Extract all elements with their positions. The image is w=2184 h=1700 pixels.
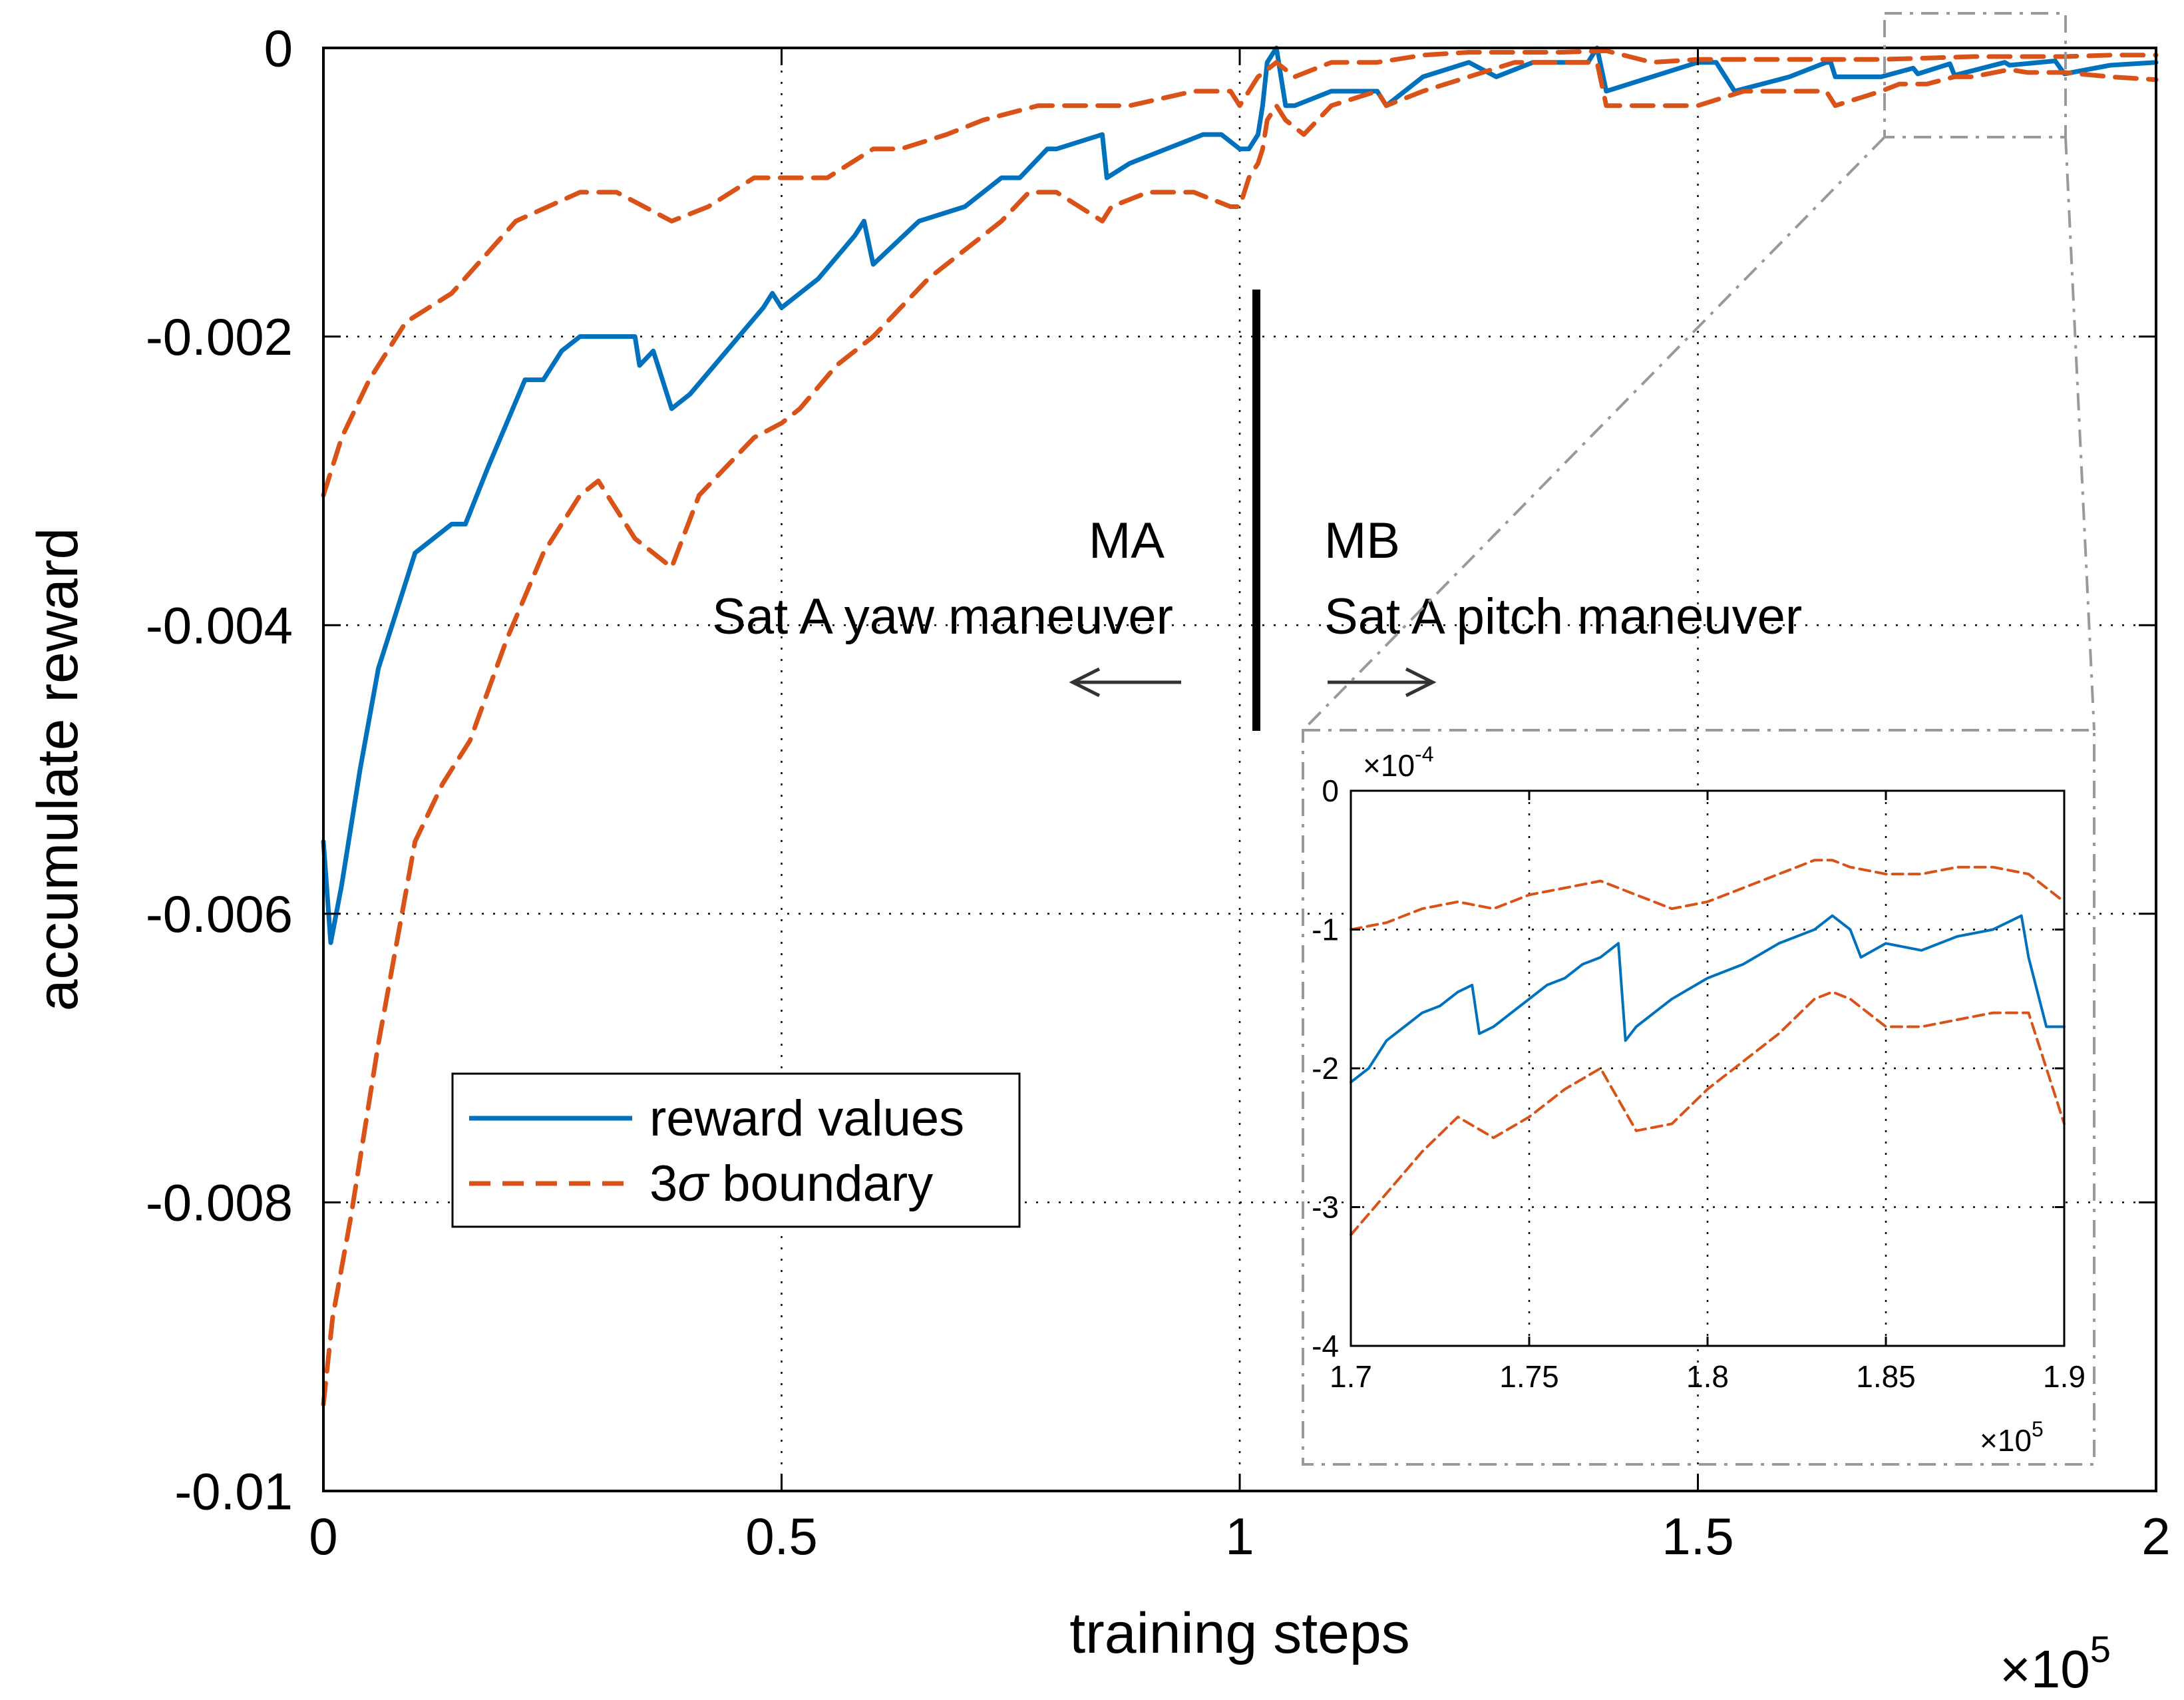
inset-series-1-line xyxy=(1350,859,2066,931)
main-ticks: 0 0.5 1 1.5 2 0 -0.002 -0.004 -0.006 -0.008 -0.01 xyxy=(146,19,2171,1566)
inset-y-multiplier-exponent: -4 xyxy=(1415,742,1433,766)
inset-y-tick-label: -3 xyxy=(1312,1190,1339,1225)
main-x-tick-label: 1 xyxy=(1225,1507,1254,1566)
mb-description: Sat A pitch maneuver xyxy=(1324,588,1802,645)
x-multiplier: ×105 xyxy=(2000,1628,2111,1699)
main-x-tick-label: 2 xyxy=(2141,1507,2170,1566)
inset-series xyxy=(1350,859,2066,1237)
main-series-1-line xyxy=(321,48,2159,498)
inset-x-multiplier-exponent: 5 xyxy=(2032,1417,2044,1441)
inset-background xyxy=(1351,791,2064,1346)
x-axis-label: training steps xyxy=(1069,1601,1410,1665)
inset-y-tick-label: -4 xyxy=(1312,1329,1339,1363)
zoom-callout xyxy=(1302,12,2095,1466)
inset-y-multiplier-base: ×10 xyxy=(1363,748,1415,783)
inset-x-tick-label: 1.9 xyxy=(2043,1359,2086,1394)
inset-y-multiplier: ×10-4 xyxy=(1363,742,1433,783)
x-multiplier-exponent: 5 xyxy=(2090,1628,2111,1670)
zoom-connector-left xyxy=(1302,136,1886,732)
inset-x-multiplier-base: ×10 xyxy=(1980,1423,2032,1458)
inset-y-tick-label: -1 xyxy=(1312,913,1339,947)
inset-frame xyxy=(1302,729,2095,1466)
ma-label: MA xyxy=(1089,513,1165,569)
mb-label: MB xyxy=(1324,513,1400,569)
main-y-tick-label: 0 xyxy=(264,19,293,77)
inset-x-tick-label: 1.8 xyxy=(1686,1359,1729,1394)
x-multiplier-base: ×10 xyxy=(2000,1639,2090,1699)
inset-x-tick-label: 1.7 xyxy=(1330,1359,1372,1394)
legend-box xyxy=(451,1072,1021,1228)
inset-ticks: 1.7 1.75 1.8 1.85 1.9 0 -1 -2 -3 -4 xyxy=(1312,773,2086,1394)
inset-series-2-line xyxy=(1350,990,2066,1237)
legend-label-reward: reward values xyxy=(649,1090,964,1147)
legend: reward values 3σ boundary xyxy=(451,1072,1021,1228)
inset-x-tick-label: 1.85 xyxy=(1856,1359,1916,1394)
main-y-tick-label: -0.01 xyxy=(174,1462,293,1520)
inset-y-tick-label: 0 xyxy=(1322,773,1339,808)
main-x-tick-label: 1.5 xyxy=(1662,1507,1733,1566)
main-series xyxy=(321,45,2159,1407)
y-axis-label: accumulate reward xyxy=(26,528,90,1012)
main-x-tick-label: 0 xyxy=(309,1507,337,1566)
zoom-region-box xyxy=(1883,12,2067,138)
ma-description: Sat A yaw maneuver xyxy=(712,588,1173,645)
inset-y-tick-label: -2 xyxy=(1312,1051,1339,1086)
main-y-tick-label: -0.006 xyxy=(146,885,293,943)
main-y-tick-label: -0.004 xyxy=(146,596,293,655)
right-arrow xyxy=(1328,667,1437,698)
main-series-0-line xyxy=(321,45,2159,945)
left-arrow xyxy=(1069,667,1181,698)
zoom-connector-right xyxy=(2064,136,2095,731)
inset-grid xyxy=(1351,791,2064,1346)
main-x-tick-label: 0.5 xyxy=(745,1507,817,1566)
main-y-tick-label: -0.008 xyxy=(146,1173,293,1232)
legend-label-boundary: 3σ boundary xyxy=(649,1156,933,1212)
inset-x-multiplier: ×105 xyxy=(1980,1417,2044,1458)
inset-series-0-line xyxy=(1350,914,2066,1084)
inset-x-tick-label: 1.75 xyxy=(1499,1359,1559,1394)
main-series-2-line xyxy=(321,60,2159,1407)
main-y-tick-label: -0.002 xyxy=(146,308,293,366)
